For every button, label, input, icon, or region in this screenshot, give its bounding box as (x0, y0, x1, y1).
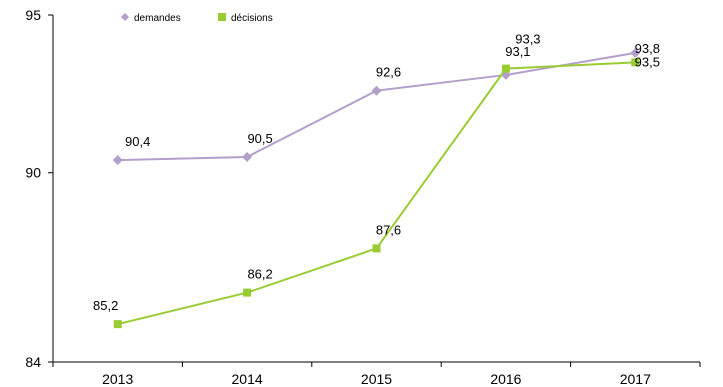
y-tick-label: 90 (25, 165, 41, 181)
data-label-décisions: 86,2 (247, 267, 272, 282)
point-décisions (243, 288, 252, 297)
legend: demandes décisions (121, 13, 273, 24)
data-label-décisions: 85,2 (93, 298, 118, 313)
data-label-décisions: 87,6 (376, 222, 401, 237)
x-tick-label: 2015 (361, 371, 392, 387)
point-demandes (112, 155, 123, 166)
legend-label-demandes: demandes (134, 13, 181, 24)
legend-marker-demandes (121, 13, 129, 21)
plot-area: 90,4 90,5 92,6 93,1 93,8 85,2 86,2 87,6 93,3 93,5 (93, 32, 660, 329)
point-demandes (630, 47, 641, 58)
axes: 84 90 95 2013 2014 2015 2016 2017 (25, 7, 701, 387)
x-tick-label: 2016 (490, 371, 521, 387)
data-label-décisions: 93,5 (635, 54, 660, 69)
point-demandes (371, 85, 382, 96)
point-décisions (113, 320, 122, 329)
data-label-demandes: 90,4 (125, 134, 150, 149)
data-label-demandes: 92,6 (376, 65, 401, 80)
point-décisions (631, 58, 640, 67)
data-label-demandes: 93,8 (635, 41, 660, 56)
point-décisions (501, 64, 510, 73)
x-tick-label: 2013 (102, 371, 133, 387)
y-tick-label: 95 (25, 7, 41, 23)
legend-marker-décisions (218, 13, 226, 21)
y-tick-label: 84 (25, 354, 41, 370)
point-demandes (242, 151, 253, 162)
data-label-demandes: 90,5 (247, 131, 272, 146)
x-tick-label: 2017 (620, 371, 651, 387)
series-line-décisions (117, 61, 636, 326)
data-label-décisions: 93,3 (515, 32, 540, 47)
point-décisions (372, 244, 381, 253)
data-label-demandes: 93,1 (505, 44, 530, 59)
legend-label-décisions: décisions (231, 13, 273, 24)
x-tick-label: 2014 (232, 371, 263, 387)
